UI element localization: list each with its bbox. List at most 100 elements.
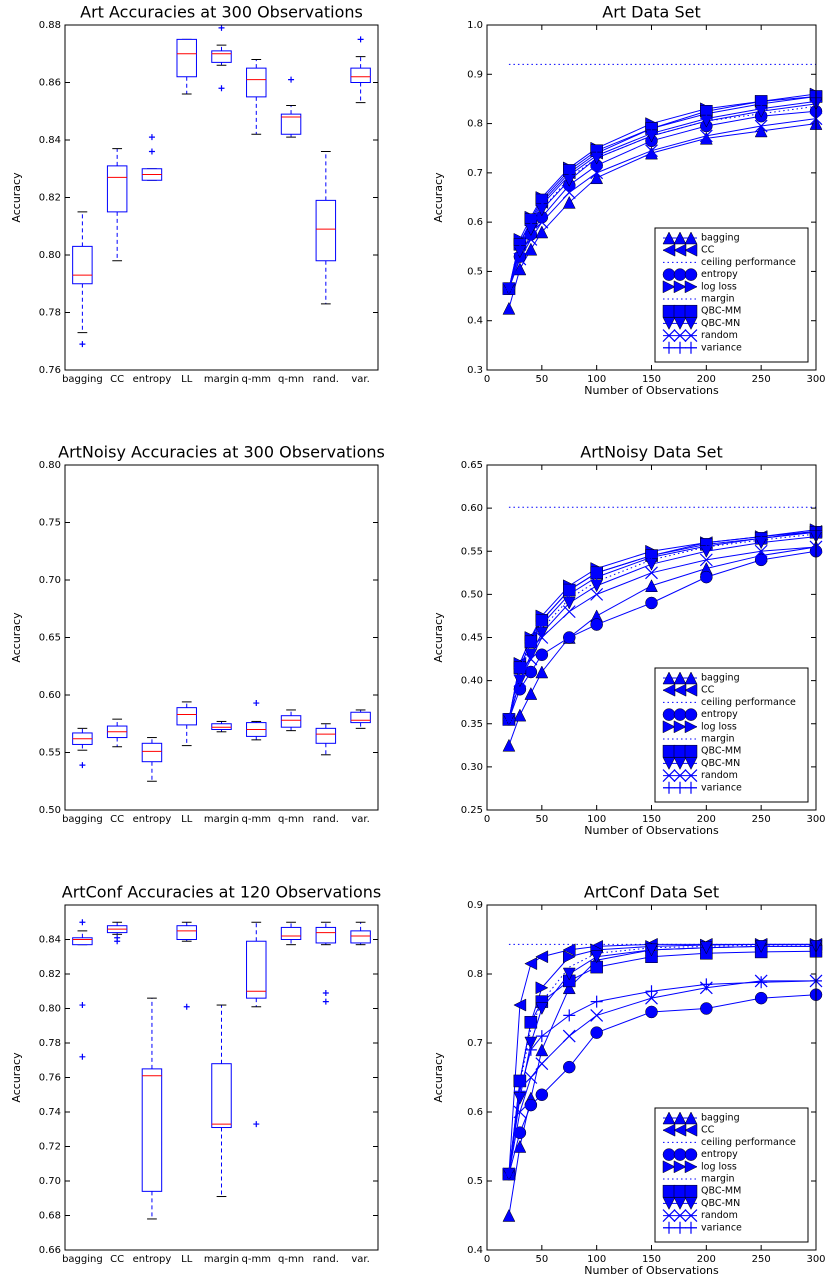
box <box>246 67 267 98</box>
marker <box>662 1197 676 1210</box>
y-tick-label: 0.9 <box>467 900 483 911</box>
marker <box>562 186 576 199</box>
x-tick-label: margin <box>204 1254 239 1265</box>
marker <box>684 268 698 281</box>
marker <box>535 1002 549 1016</box>
x-tick-label: 200 <box>697 1254 716 1265</box>
marker <box>673 708 687 721</box>
y-tick-label: 0.8 <box>467 969 483 980</box>
marker <box>645 146 658 160</box>
x-tick-label: var. <box>351 1254 369 1265</box>
marker <box>673 671 687 685</box>
y-tick-label: 0.82 <box>39 193 61 204</box>
series-line <box>508 994 816 1175</box>
marker <box>218 24 225 31</box>
marker <box>662 744 676 758</box>
marker <box>662 317 676 330</box>
marker <box>662 769 676 783</box>
legend-label: variance <box>701 782 742 793</box>
marker <box>673 329 687 343</box>
chart-title: ArtConf Accuracies at 120 Observations <box>62 883 381 902</box>
marker <box>663 341 675 354</box>
marker <box>673 1111 687 1125</box>
marker <box>535 631 549 644</box>
y-tick-label: 0.30 <box>461 762 483 773</box>
y-tick-label: 0.45 <box>461 633 483 644</box>
y-tick-label: 0.78 <box>39 308 61 319</box>
box <box>315 926 337 944</box>
y-tick-label: 0.50 <box>461 589 483 600</box>
y-tick-label: 0.80 <box>39 1004 61 1015</box>
marker <box>662 1111 676 1125</box>
box <box>280 926 302 940</box>
legend-label: margin <box>701 734 735 745</box>
marker <box>662 280 676 294</box>
marker <box>673 1209 687 1223</box>
y-tick-label: 0.70 <box>39 1176 61 1187</box>
y-tick-label: 0.55 <box>461 546 483 557</box>
box <box>176 925 197 941</box>
marker <box>684 683 698 697</box>
y-tick-label: 0.80 <box>39 250 61 261</box>
series-line <box>508 950 816 1175</box>
marker <box>253 700 260 707</box>
x-axis-label: Number of Observations <box>584 384 719 397</box>
legend-label: QBC-MM <box>701 1186 741 1197</box>
y-tick-label: 0.72 <box>39 1142 61 1153</box>
legend-label: bagging <box>701 1113 740 1124</box>
marker <box>754 119 768 133</box>
y-tick-label: 0.25 <box>461 805 483 816</box>
marker <box>288 76 295 83</box>
box <box>141 1068 163 1192</box>
legend-label: QBC-MN <box>701 758 740 769</box>
x-tick-label: rand. <box>313 374 339 385</box>
marker <box>535 1057 549 1071</box>
series-line <box>508 944 816 1175</box>
y-tick-label: 0.84 <box>39 935 61 946</box>
marker <box>673 1197 687 1210</box>
box <box>350 930 371 944</box>
marker <box>684 243 698 257</box>
marker <box>673 744 687 758</box>
y-tick-label: 0.3 <box>467 365 483 376</box>
y-tick-label: 0.35 <box>461 719 483 730</box>
marker <box>662 268 676 281</box>
marker <box>79 919 86 926</box>
marker <box>535 665 549 679</box>
chart-title: Art Accuracies at 300 Observations <box>80 3 363 22</box>
marker <box>645 566 658 580</box>
marker <box>513 998 527 1012</box>
x-tick-label: q-mn <box>278 814 304 825</box>
plot-frame <box>64 24 379 371</box>
marker <box>684 329 698 343</box>
marker <box>502 282 515 295</box>
marker <box>645 144 658 158</box>
marker <box>673 268 687 281</box>
legend-label: variance <box>701 1222 742 1233</box>
y-tick-label: 0.40 <box>461 676 483 687</box>
marker <box>674 341 686 354</box>
marker <box>535 225 549 239</box>
marker <box>148 148 155 155</box>
y-tick-label: 0.82 <box>39 969 61 980</box>
legend-label: bagging <box>701 233 740 244</box>
marker <box>645 596 658 610</box>
y-tick-label: 0.80 <box>39 460 61 471</box>
marker <box>685 781 697 794</box>
marker <box>513 240 526 253</box>
series-line <box>508 530 816 720</box>
y-tick-label: 0.5 <box>467 266 483 277</box>
x-tick-label: CC <box>110 814 124 825</box>
marker <box>524 635 537 648</box>
y-tick-label: 0.65 <box>39 633 61 644</box>
box <box>280 715 302 728</box>
x-tick-label: LL <box>181 1254 193 1265</box>
x-tick-label: entropy <box>133 374 172 385</box>
legend-label: QBC-MM <box>701 306 741 317</box>
series-line <box>508 95 816 289</box>
marker <box>253 1121 260 1128</box>
marker <box>673 720 687 734</box>
y-tick-label: 0.70 <box>39 575 61 586</box>
marker <box>535 1043 549 1057</box>
